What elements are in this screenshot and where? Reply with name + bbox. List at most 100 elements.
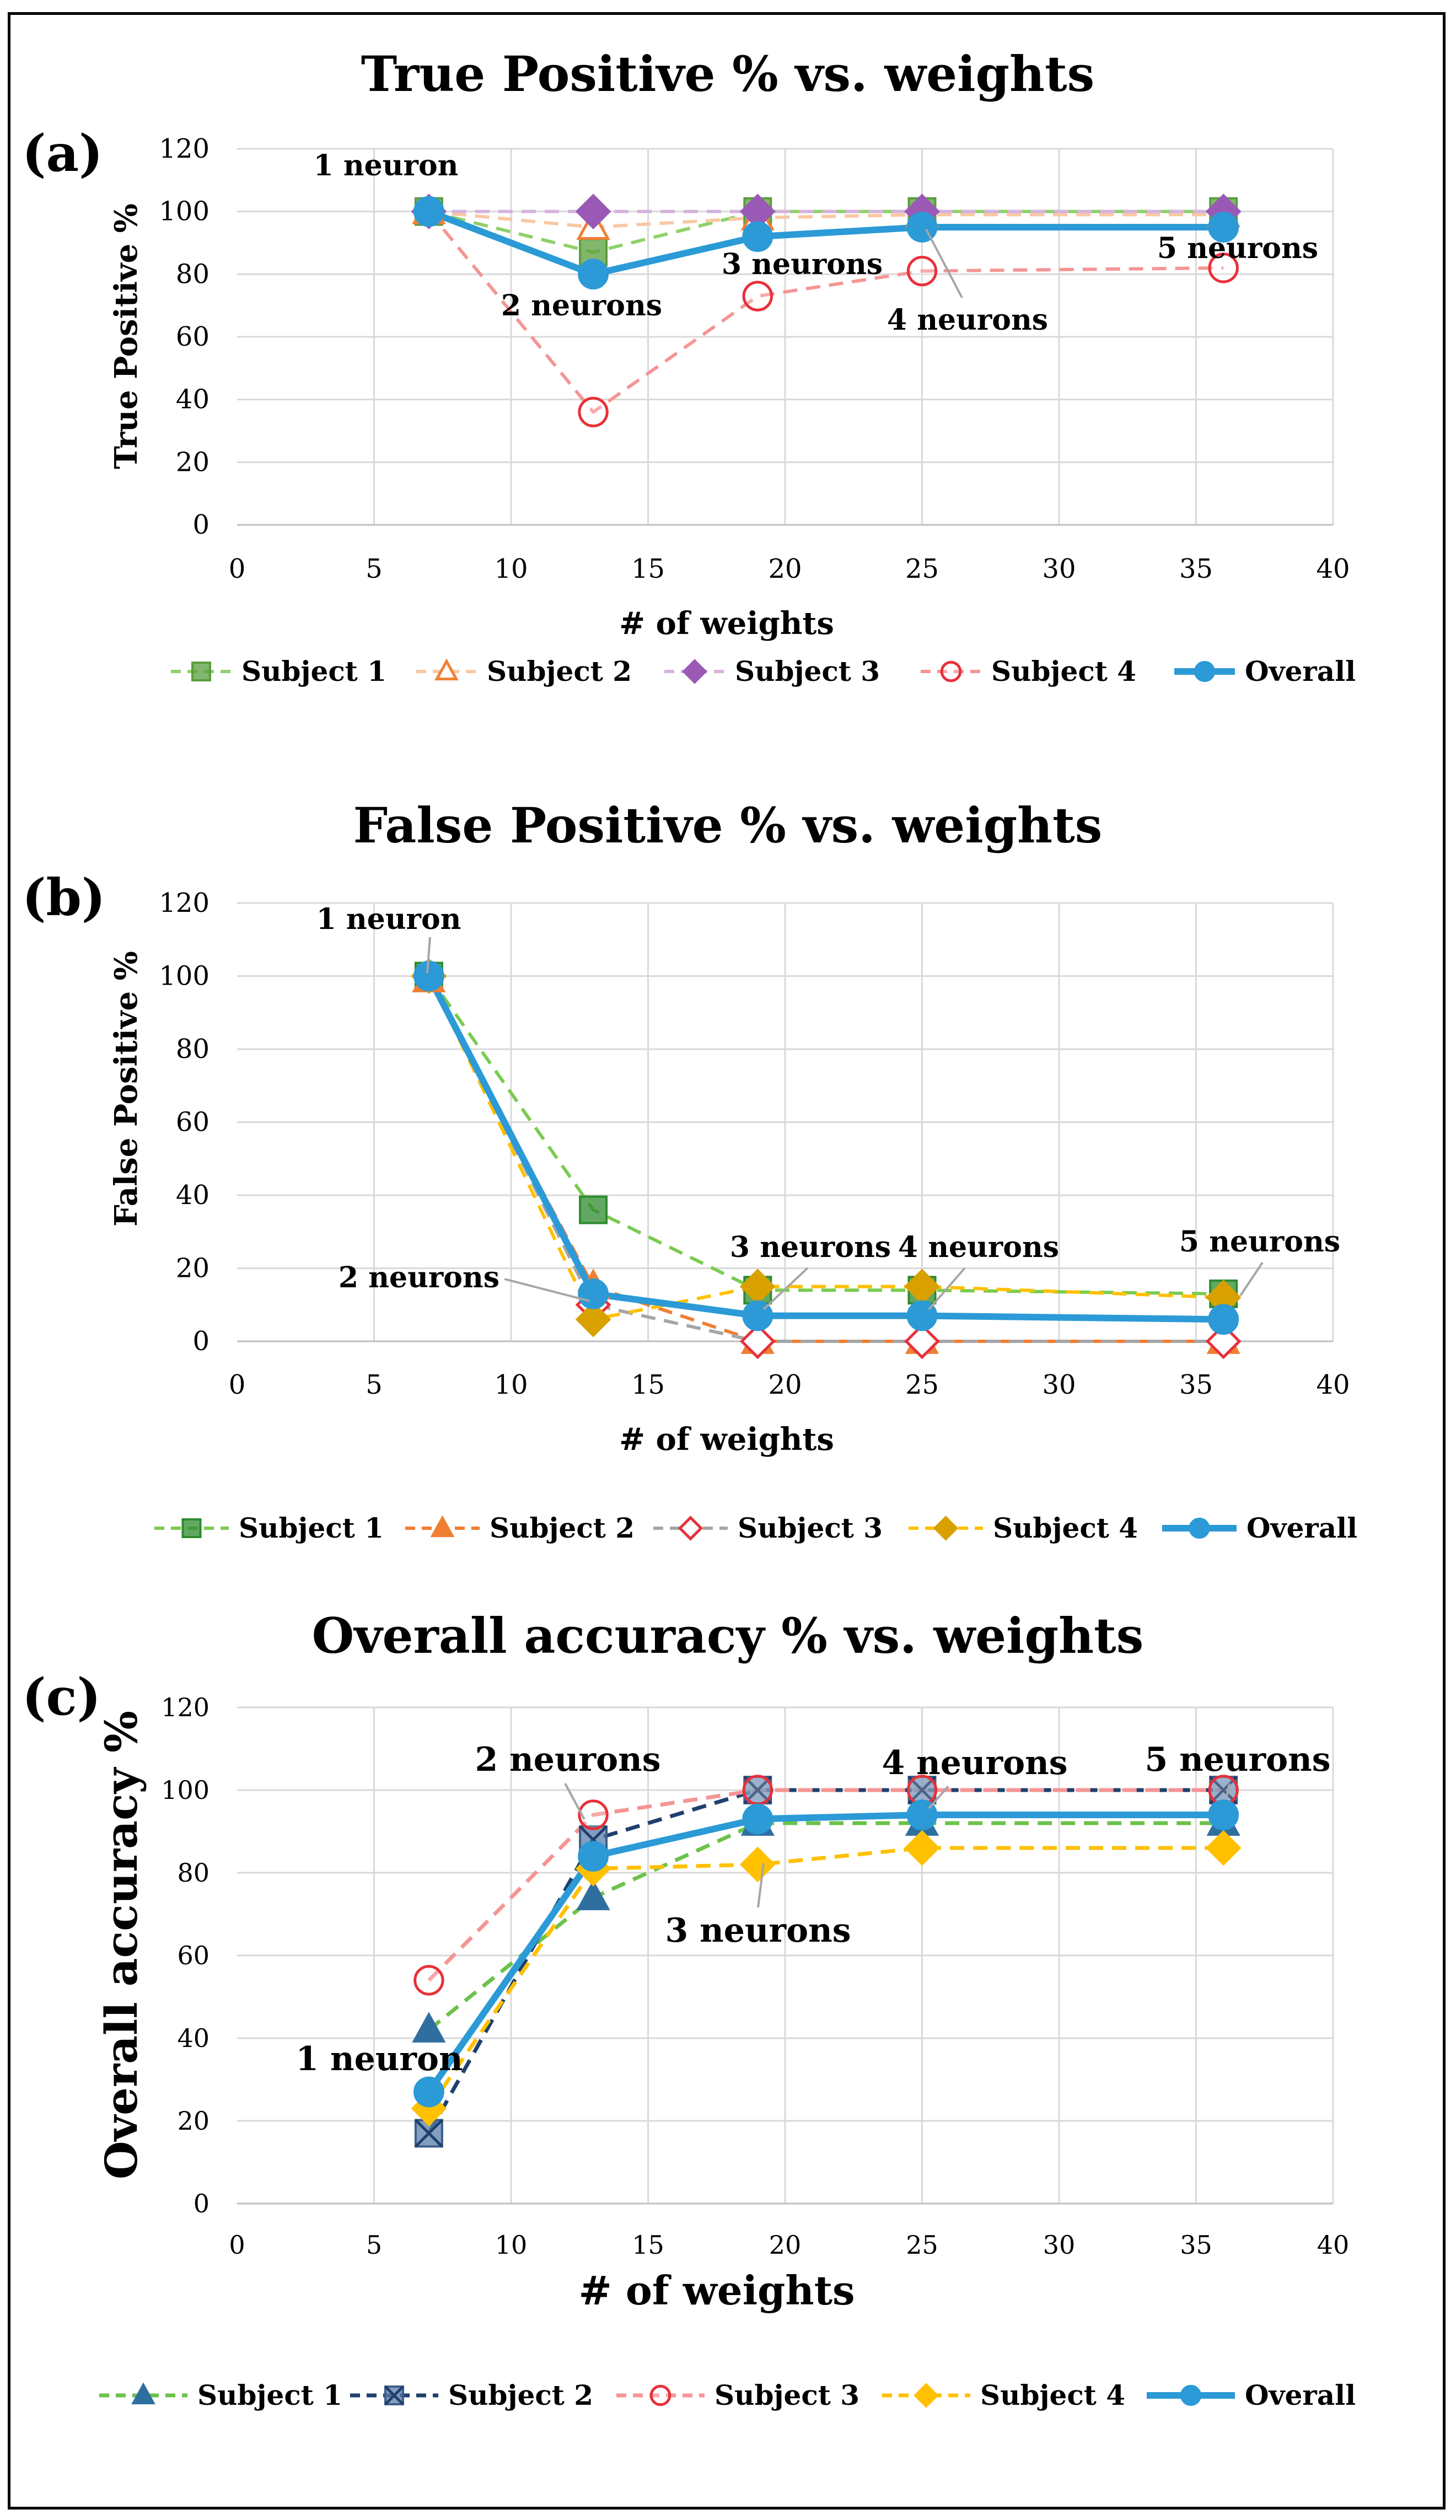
panel-0-ytick-0: 0 [192, 509, 209, 540]
panel-0-legend-1-label: Subject 2 [487, 655, 632, 687]
panel-1-legend-1-label: Subject 2 [490, 1512, 635, 1544]
panel-1-series-2-point-2 [739, 1323, 776, 1360]
panel-a: (a) True Positive % vs. weights 0 5 10 15 20… [22, 45, 1356, 687]
panel-a-label: (a) [22, 123, 103, 183]
panel-0-legend-4-marker [1194, 660, 1216, 683]
panel-2-series-4-point-1 [578, 1841, 609, 1872]
panel-c-ylabel: Overall accuracy % [95, 1711, 147, 2179]
panel-0-xtick-7: 35 [1179, 554, 1213, 584]
panel-2-legend-1-label: Subject 2 [448, 2379, 593, 2411]
panel-1-xtick-8: 40 [1316, 1369, 1350, 1400]
panel-b-annotation-4: 4 neurons [898, 1231, 1059, 1264]
panel-0-legend-3-marker [940, 660, 962, 683]
panel-a-ylabel: True Positive % [108, 203, 144, 469]
panel-2-legend-2-marker-shape [649, 2384, 671, 2406]
panel-1-legend-2-label: Subject 3 [738, 1512, 883, 1544]
panel-c-annotation-5: 5 neurons [1145, 1740, 1330, 1779]
panel-2-series-4-point-2-shape [742, 1803, 773, 1835]
panel-2-series-2-point-2 [742, 1775, 773, 1806]
panel-2-series-1-point-4-x2 [1209, 1776, 1238, 1804]
panel-0-series-4-point-0-shape [413, 196, 444, 227]
panel-2-xtick-2: 10 [495, 2230, 528, 2260]
panel-2-series-3-line [427, 1846, 1224, 2110]
panel-1-ytick-5: 100 [159, 961, 209, 992]
panel-0-series-4-point-1 [578, 259, 609, 290]
panel-0-series-4-point-3 [906, 212, 938, 243]
panel-b-plot: 0 5 10 15 20 25 30 35 40 0 20 40 60 80 100 120 [159, 888, 1350, 1400]
panel-0-xtick-5: 25 [905, 554, 939, 584]
panel-b-annotation-3: 3 neurons [730, 1231, 891, 1264]
panel-1-ytick-1: 20 [176, 1253, 209, 1284]
panel-0-ytick-1: 20 [176, 447, 209, 477]
panel-2-series-1-point-2 [743, 1776, 772, 1804]
panel-2-legend-0-label: Subject 1 [197, 2379, 342, 2411]
panel-1-xtick-4: 20 [768, 1369, 802, 1400]
panel-1-series-2-line [427, 975, 1224, 1343]
panel-0-series-3-point-3 [906, 255, 938, 287]
panel-2-ytick-4: 80 [177, 1858, 209, 1888]
panel-b-annotation-2: 2 neurons [339, 1261, 499, 1294]
panel-c-annotation-4: 4 neurons [882, 1744, 1067, 1782]
panel-1-series-4-point-4-shape [1208, 1304, 1239, 1335]
panel-b-annotation-1: 1 neuron [316, 902, 461, 936]
panel-1-xtick-3: 15 [631, 1369, 665, 1400]
panel-1-legend-0-marker-shape [181, 1518, 202, 1538]
panel-2-ytick-2: 40 [177, 2023, 209, 2053]
panel-b-title: False Positive % vs. weights [353, 797, 1103, 854]
panel-0-ytick-6: 120 [159, 133, 209, 164]
panel-2-series-0-point-0-shape [412, 2012, 446, 2043]
panel-1-series-2-point-4 [1205, 1323, 1242, 1360]
panel-0-legend-2-label: Subject 3 [735, 655, 880, 687]
panel-b-ylabel: False Positive % [108, 951, 144, 1227]
figure-frame [8, 12, 1446, 2510]
panel-a-xlabel: # of weights [619, 605, 834, 642]
panel-2-legend-3-marker-shape [914, 2383, 939, 2408]
panel-0-legend-0-label: Subject 1 [241, 655, 386, 687]
panel-2-series-4-point-4-shape [1208, 1799, 1239, 1830]
panel-2-xtick-3: 15 [632, 2230, 664, 2260]
panel-0-series-4-point-3-shape [906, 212, 938, 243]
panel-2-series-0-point-1-shape [576, 1879, 610, 1910]
panel-0-legend-3-label: Subject 4 [991, 655, 1136, 687]
panel-2-xtick-1: 5 [366, 2230, 382, 2260]
panel-2-series-0-point-1 [576, 1879, 610, 1910]
panel-0-ytick-5: 100 [159, 196, 209, 227]
panel-2-xtick-8: 40 [1317, 2230, 1350, 2260]
panel-0-series-3-line [427, 210, 1224, 414]
panel-b-legend: Subject 1 Subject 2 Subject 3 Subject 4 Over… [154, 1512, 1357, 1544]
panel-0-ytick-4: 80 [176, 259, 209, 289]
panel-2-series-1-line [427, 1788, 1224, 2135]
panel-c-xlabel: # of weights [578, 2267, 855, 2314]
panel-2-ytick-5: 100 [161, 1775, 209, 1805]
panel-0-legend-1-marker [434, 658, 459, 681]
panel-1-series-1-line [427, 979, 1224, 1343]
panel-0-xtick-8: 40 [1316, 554, 1350, 584]
panel-1-legend-0-label: Subject 1 [239, 1512, 384, 1544]
panel-1-ytick-0: 0 [192, 1326, 209, 1357]
panel-1-series-4-point-1-shape [578, 1278, 609, 1309]
panel-2-series-3-point-3-shape [904, 1830, 940, 1866]
panel-1-legend-1-marker-shape [430, 1515, 455, 1538]
panel-2-series-1-point-2-x2 [743, 1776, 772, 1804]
panel-0-series-4-point-0 [413, 196, 444, 227]
panel-2-xtick-4: 20 [769, 2230, 802, 2260]
panel-c-plot: 0 5 10 15 20 25 30 35 40 0 20 40 60 80 100 120 [161, 1692, 1349, 2260]
panel-1-series-2-point-2-shape [739, 1323, 776, 1360]
panel-a-plot: 0 5 10 15 20 25 30 35 40 0 20 40 60 80 100 120 [159, 133, 1350, 584]
panel-0-legend-3-marker-shape [940, 660, 962, 683]
panel-2-legend-3-marker [914, 2383, 939, 2408]
panel-2-legend-0-marker [131, 2382, 155, 2405]
panel-c-annotation-3: 3 neurons [665, 1911, 851, 1950]
panel-0-series-3-point-1-shape [578, 396, 609, 428]
panel-1-legend-2-marker [678, 1516, 703, 1541]
panel-1-xtick-1: 5 [366, 1369, 383, 1400]
panel-2-xtick-0: 0 [229, 2230, 245, 2260]
panel-0-series-2-point-1 [575, 194, 611, 230]
panel-1-legend-3-marker-shape [933, 1516, 959, 1541]
panel-0-series-3-point-3-shape [906, 255, 938, 287]
panel-0-legend-0-marker-shape [191, 662, 211, 681]
panel-2-series-1-point-3-x2 [907, 1776, 937, 1804]
panel-0-series-2-point-1-shape [575, 194, 611, 230]
panel-1-series-0-point-1-shape [579, 1195, 608, 1224]
